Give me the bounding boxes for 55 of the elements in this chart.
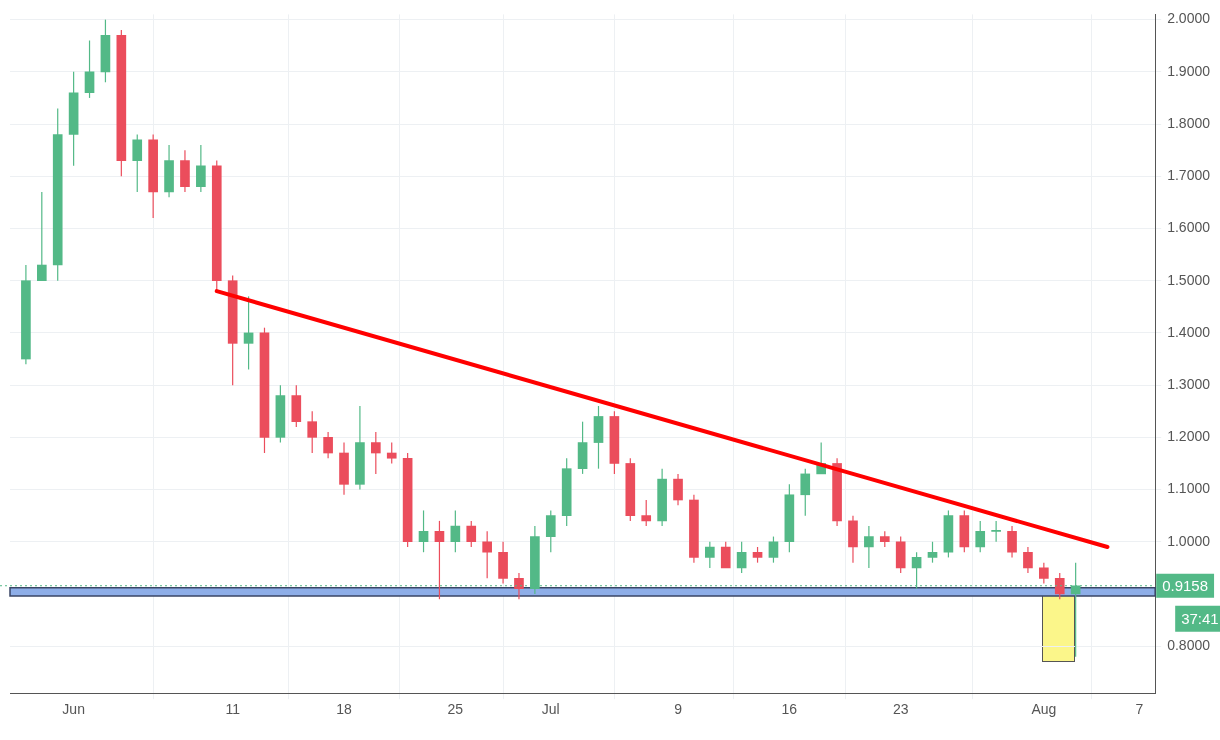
- candlestick: [196, 144, 206, 193]
- candlestick: [720, 541, 731, 569]
- candlestick: [768, 535, 779, 564]
- candlestick: [307, 410, 318, 454]
- candlestick: [386, 441, 397, 465]
- candlestick: [84, 39, 95, 99]
- candlestick: [975, 520, 986, 553]
- candlestick: [864, 525, 874, 569]
- candlestick: [466, 520, 477, 548]
- y-tick-label: 1.8000: [1167, 114, 1211, 131]
- x-tick-label: Aug: [1031, 701, 1057, 718]
- y-tick-label: 1.4000: [1167, 323, 1211, 340]
- y-tick-label: 1.7000: [1167, 167, 1211, 184]
- y-tick-label: 1.1000: [1167, 480, 1211, 497]
- candlestick: [243, 295, 254, 371]
- x-tick-label: 11: [225, 701, 241, 718]
- candlestick: [991, 520, 1001, 543]
- candlestick: [927, 541, 938, 564]
- y-tick-label: 0.8000: [1167, 637, 1211, 654]
- candlestick: [434, 520, 445, 600]
- y-tick-label: 1.5000: [1167, 271, 1211, 288]
- candlestick: [132, 133, 143, 193]
- candlestick: [641, 499, 652, 527]
- x-tick-label: 16: [781, 701, 798, 718]
- y-tick-label: 1.2000: [1167, 428, 1211, 445]
- x-tick-label: 7: [1135, 701, 1144, 718]
- x-tick-label: 23: [892, 701, 909, 718]
- candlestick: [705, 541, 715, 569]
- x-tick-label: 18: [336, 701, 353, 718]
- candlestick: [1007, 525, 1017, 559]
- candlestick: [736, 541, 747, 574]
- candlestick: [1054, 572, 1065, 600]
- candlestick: [1039, 562, 1049, 585]
- ref-line-label: 0.9158: [1162, 576, 1209, 594]
- y-tick-label: 1.9000: [1167, 62, 1211, 79]
- candlestick: [418, 509, 429, 553]
- text: 37:41: [1181, 609, 1219, 627]
- candlestick: [800, 468, 811, 517]
- x-tick-label: 9: [674, 701, 683, 718]
- y-tick-label: 1.6000: [1167, 219, 1211, 236]
- candlestick: [450, 509, 461, 553]
- candlestick: [514, 572, 524, 600]
- candlestick: [545, 509, 556, 553]
- candlestick: [36, 191, 47, 282]
- y-tick-label: 1.3000: [1167, 375, 1211, 392]
- candlestick: [1023, 546, 1033, 574]
- y-tick-label: 2.0000: [1167, 10, 1211, 27]
- candlestick: [323, 431, 333, 459]
- y-tick-label: 1.0000: [1167, 532, 1211, 549]
- x-tick-label: Jun: [62, 701, 85, 718]
- x-tick-label: 25: [447, 701, 464, 718]
- candlestick: [370, 431, 381, 475]
- candlestick: [673, 473, 683, 506]
- candlestick: [482, 530, 492, 579]
- x-tick-label: Jul: [541, 701, 560, 718]
